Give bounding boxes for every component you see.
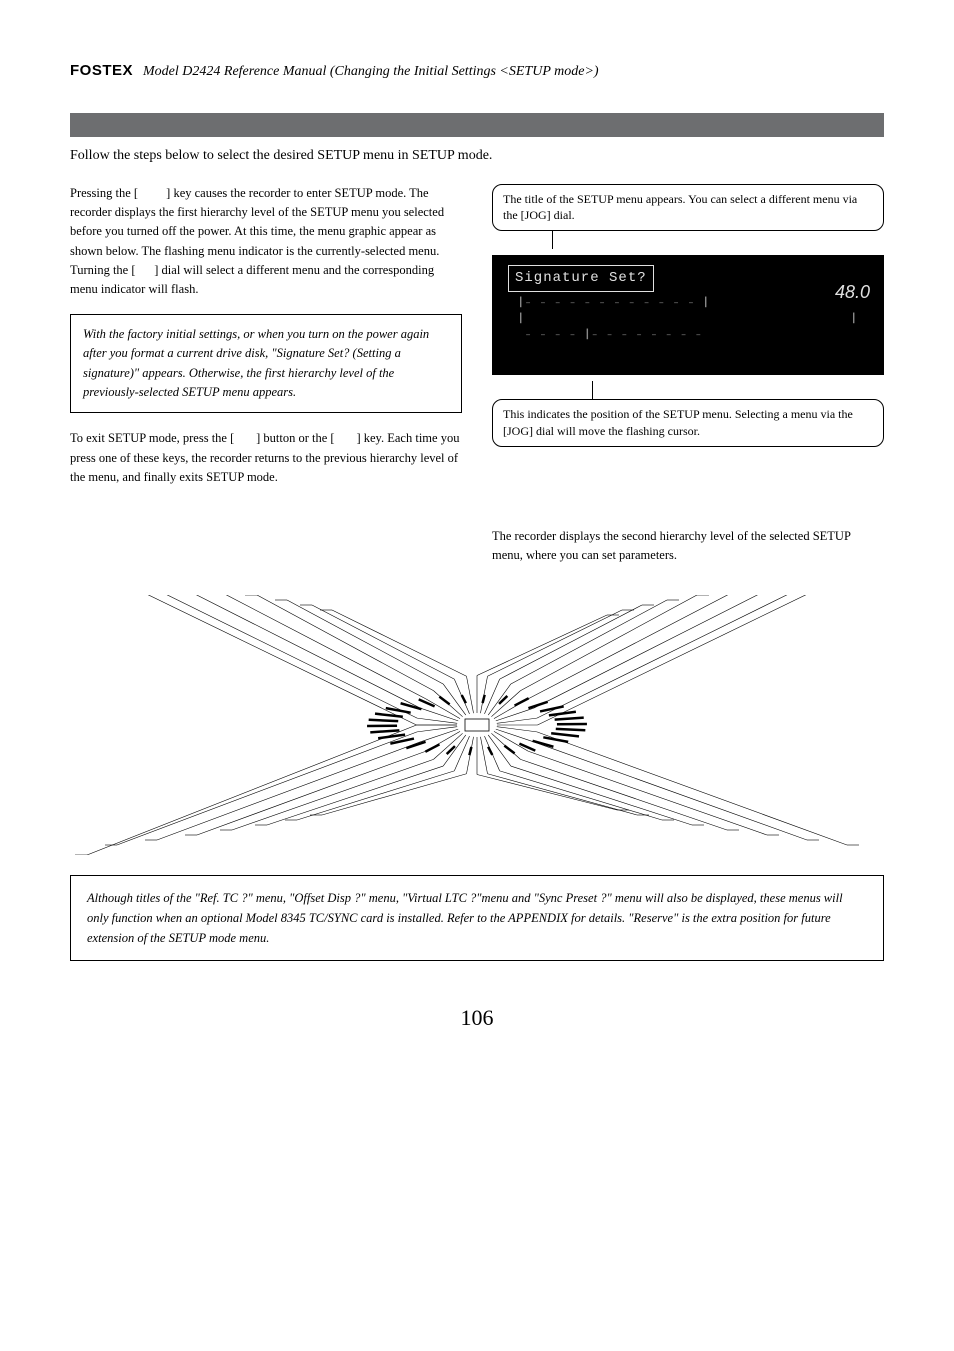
connector-line-bottom <box>592 381 593 399</box>
lcd-menu-title: Signature Set? <box>508 265 654 292</box>
lcd-position-indicator: ┃– – – – – – – – – – – – ┃ ┃ ┃ – – – – ┃… <box>502 297 874 347</box>
appendix-note: Although titles of the "Ref. TC ?" menu,… <box>70 875 884 961</box>
brand-logo: FOSTEX <box>70 60 133 83</box>
setup-menu-dial-diagram <box>70 595 884 855</box>
page-number: 106 <box>70 1001 884 1034</box>
manual-header: FOSTEX Model D2424 Reference Manual (Cha… <box>70 60 884 83</box>
callout-top: The title of the SETUP menu appears. You… <box>492 184 884 232</box>
exit-setup-paragraph: To exit SETUP mode, press the [ ] button… <box>70 429 462 487</box>
right-column: The title of the SETUP menu appears. You… <box>492 184 884 566</box>
factory-settings-note: With the factory initial settings, or wh… <box>70 314 462 414</box>
connector-line-top <box>552 231 553 249</box>
lcd-display: Signature Set? 48.0 ┃– – – – – – – – – –… <box>492 255 884 375</box>
instruction-columns: Pressing the [ ] key causes the recorder… <box>70 184 884 566</box>
step-paragraph-1: Pressing the [ ] key causes the recorder… <box>70 184 462 300</box>
section-heading-bar <box>70 113 884 137</box>
manual-title: Model D2424 Reference Manual (Changing t… <box>143 61 599 82</box>
dial-svg <box>70 595 884 855</box>
left-column: Pressing the [ ] key causes the recorder… <box>70 184 462 566</box>
result-paragraph: The recorder displays the second hierarc… <box>492 527 884 566</box>
section-subtitle: Follow the steps below to select the des… <box>70 145 884 166</box>
callout-bottom: This indicates the position of the SETUP… <box>492 399 884 447</box>
